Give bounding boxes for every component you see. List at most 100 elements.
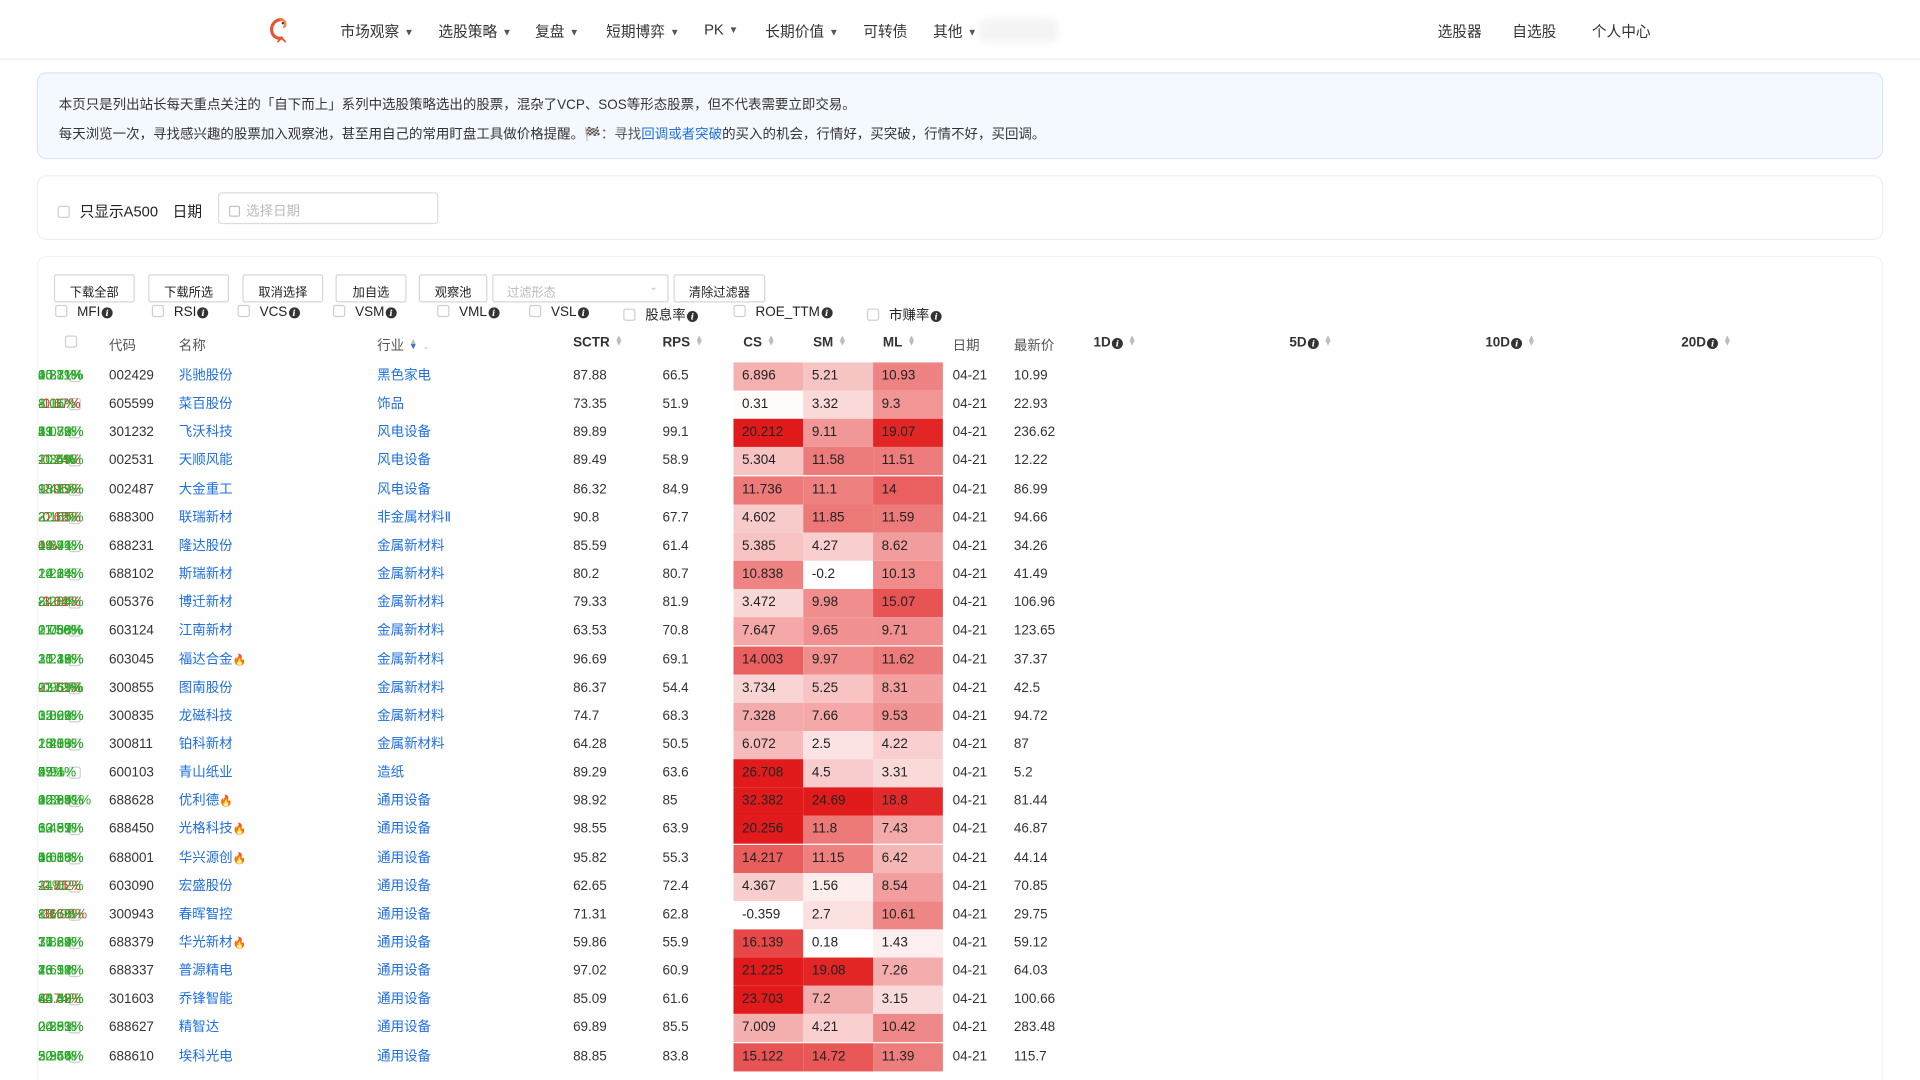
indicator-toggle-8[interactable]: ROE_TTM i [733, 304, 833, 320]
row-checkbox[interactable] [68, 709, 81, 723]
info-icon[interactable]: i [821, 307, 833, 319]
industry-link[interactable]: 通用设备 [377, 935, 432, 951]
industry-link[interactable]: 风电设备 [377, 453, 432, 469]
table-row[interactable]: 688450 光格科技🔥 通用设备 98.55 63.9 20.256 11.8 7.43 04… [38, 815, 1882, 845]
nav-menu-2[interactable]: 选股策略 ▼ [438, 21, 511, 42]
stock-name-link[interactable]: 隆达股份 [179, 533, 233, 561]
stock-name-link[interactable]: 铂科新材 [179, 731, 233, 759]
row-checkbox[interactable] [68, 454, 81, 468]
info-icon[interactable]: i [197, 307, 209, 319]
table-row[interactable]: 002429 兆驰股份 黑色家电 87.88 66.5 6.896 5.21 10.93 04-… [38, 362, 1882, 391]
row-checkbox[interactable] [68, 398, 81, 411]
industry-link[interactable]: 黑色家电 [377, 368, 432, 384]
row-checkbox[interactable] [68, 681, 81, 694]
industry-link[interactable]: 通用设备 [377, 963, 432, 979]
row-checkbox[interactable] [68, 1050, 81, 1063]
row-checkbox[interactable] [68, 568, 81, 581]
sort-icon[interactable]: ▲ ▼ [838, 334, 847, 348]
a500-checkbox[interactable] [57, 205, 70, 218]
stock-name-link[interactable]: 图南股份 [179, 674, 233, 702]
row-checkbox[interactable] [68, 511, 81, 524]
row-checkbox[interactable] [68, 426, 81, 439]
table-row[interactable]: 688379 华光新材🔥 通用设备 59.86 55.9 16.139 0.18 1.43 04… [38, 929, 1882, 958]
row-checkbox[interactable] [68, 653, 81, 666]
row-checkbox[interactable] [68, 369, 81, 383]
industry-link[interactable]: 通用设备 [377, 793, 432, 809]
toolbar-button-2[interactable]: 下载所选 [148, 274, 229, 303]
industry-link[interactable]: 造纸 [377, 765, 405, 781]
info-icon[interactable]: i [930, 311, 942, 323]
row-checkbox[interactable] [68, 738, 81, 751]
info-icon[interactable]: i [488, 307, 500, 319]
industry-link[interactable]: 风电设备 [377, 481, 432, 497]
stock-name-link[interactable]: 飞沃科技 [179, 419, 233, 447]
table-row[interactable]: 605376 博迁新材 金属新材料 79.33 81.9 3.472 9.98 15.07 04… [38, 589, 1882, 618]
table-row[interactable]: 600103 青山纸业 造纸 89.29 63.6 26.708 4.5 3.31 04-21 5… [38, 759, 1882, 788]
sort-icon[interactable]: ▲ ▼ [695, 334, 704, 348]
sort-icon[interactable]: ▲ ▼ [614, 334, 624, 348]
info-icon[interactable]: i [385, 307, 397, 319]
stock-name-link[interactable]: 兆驰股份 [179, 362, 233, 390]
industry-link[interactable]: 通用设备 [377, 822, 432, 837]
info-icon[interactable]: i [1511, 337, 1523, 349]
table-row[interactable]: 688628 优利德🔥 通用设备 98.92 85 32.382 24.69 18.8 04-2… [38, 787, 1882, 816]
row-checkbox[interactable] [68, 851, 81, 864]
row-checkbox[interactable] [68, 908, 81, 921]
industry-link[interactable]: 金属新材料 [377, 538, 445, 554]
column-header-rps[interactable]: RPS ▲ ▼ [662, 334, 704, 350]
stock-name-link[interactable]: 青山纸业 [179, 759, 233, 787]
info-icon[interactable]: i [1111, 337, 1123, 349]
column-header-cs[interactable]: CS ▲ ▼ [743, 334, 775, 350]
info-icon[interactable]: i [686, 311, 698, 323]
table-row[interactable]: 688627 精智达 通用设备 69.89 85.5 7.009 4.21 10.42 04-2… [38, 1014, 1882, 1043]
row-checkbox[interactable] [68, 596, 81, 609]
stock-name-link[interactable]: 华兴源创🔥 [179, 844, 247, 872]
table-row[interactable]: 301232 飞沃科技 风电设备 89.89 99.1 20.212 9.11 19.07 04… [38, 419, 1882, 448]
indicator-toggle-2[interactable]: RSI i [151, 304, 209, 320]
indicator-toggle-5[interactable]: VML i [437, 304, 500, 320]
industry-link[interactable]: 通用设备 [377, 850, 432, 866]
info-icon[interactable]: i [577, 307, 589, 319]
row-checkbox[interactable] [68, 880, 81, 893]
indicator-toggle-7[interactable]: 股息率 i [623, 305, 698, 325]
notice-link[interactable]: 回调或者突破 [641, 127, 723, 143]
stock-name-link[interactable]: 埃科光电 [179, 1043, 233, 1071]
nav-menu-4[interactable]: 短期博弈 ▼ [606, 21, 679, 42]
info-icon[interactable]: i [101, 307, 113, 319]
table-row[interactable]: 688337 普源精电 通用设备 97.02 60.9 21.225 19.08 7.26 04… [38, 957, 1882, 986]
nav-right-link-3[interactable]: 个人中心 [1591, 23, 1651, 41]
nav-right-link-1[interactable]: 选股器 [1437, 23, 1482, 41]
stock-name-link[interactable]: 博迁新材 [179, 589, 233, 617]
sort-icon[interactable]: ▲ ▼ [408, 337, 418, 352]
table-row[interactable]: 688300 联瑞新材 非金属材料Ⅱ 90.8 67.7 4.602 11.85 11.59 0… [38, 504, 1882, 533]
row-checkbox[interactable] [68, 936, 81, 949]
table-row[interactable]: 300811 铂科新材 金属新材料 64.28 50.5 6.072 2.5 4.22 04-2… [38, 730, 1882, 760]
industry-link[interactable]: 饰品 [377, 396, 405, 412]
stock-name-link[interactable]: 龙磁科技 [179, 703, 233, 731]
info-icon[interactable]: i [1307, 337, 1319, 349]
industry-link[interactable]: 金属新材料 [377, 737, 445, 752]
indicator-checkbox[interactable] [866, 308, 880, 321]
table-row[interactable]: 002531 天顺风能 风电设备 89.49 58.9 5.304 11.58 11.51 04… [38, 447, 1882, 476]
indicator-toggle-3[interactable]: VCS i [237, 304, 300, 320]
table-row[interactable]: 688102 斯瑞新材 金属新材料 80.2 80.7 10.838 -0.2 10.13 04… [38, 560, 1882, 590]
nav-right-link-2[interactable]: 自选股 [1512, 23, 1557, 41]
row-checkbox[interactable] [68, 823, 81, 836]
table-row[interactable]: 603090 宏盛股份 通用设备 62.65 72.4 4.367 1.56 8.54 04-2… [38, 872, 1882, 901]
nav-menu-6[interactable]: 长期价值 ▼ [765, 21, 838, 42]
industry-link[interactable]: 金属新材料 [377, 623, 445, 639]
column-header-industry[interactable]: 行业 ▲ ▼ ⌄ [377, 336, 429, 356]
sort-icon[interactable]: ▲ ▼ [1127, 334, 1137, 348]
table-row[interactable]: 605599 菜百股份 饰品 73.35 51.9 0.31 3.32 9.3 04-21 22.… [38, 390, 1882, 419]
date-picker-input[interactable]: 选择日期 [217, 192, 439, 225]
table-row[interactable]: 300943 春晖智控 通用设备 71.31 62.8 -0.359 2.7 10.61 04-… [38, 901, 1882, 930]
column-header-sctr[interactable]: SCTR ▲ ▼ [573, 334, 624, 350]
column-header-d20[interactable]: 20D i ▲ ▼ [1681, 334, 1731, 350]
industry-link[interactable]: 通用设备 [377, 878, 432, 894]
toolbar-button-1[interactable]: 下载全部 [53, 274, 135, 303]
indicator-checkbox[interactable] [437, 304, 450, 318]
table-row[interactable]: 300835 龙磁科技 金属新材料 74.7 68.3 7.328 7.66 9.53 04-2… [38, 702, 1882, 731]
industry-link[interactable]: 通用设备 [377, 907, 432, 922]
indicator-toggle-9[interactable]: 市赚率 i [866, 305, 942, 325]
nav-menu-8[interactable]: 其他 ▼ [933, 21, 977, 42]
